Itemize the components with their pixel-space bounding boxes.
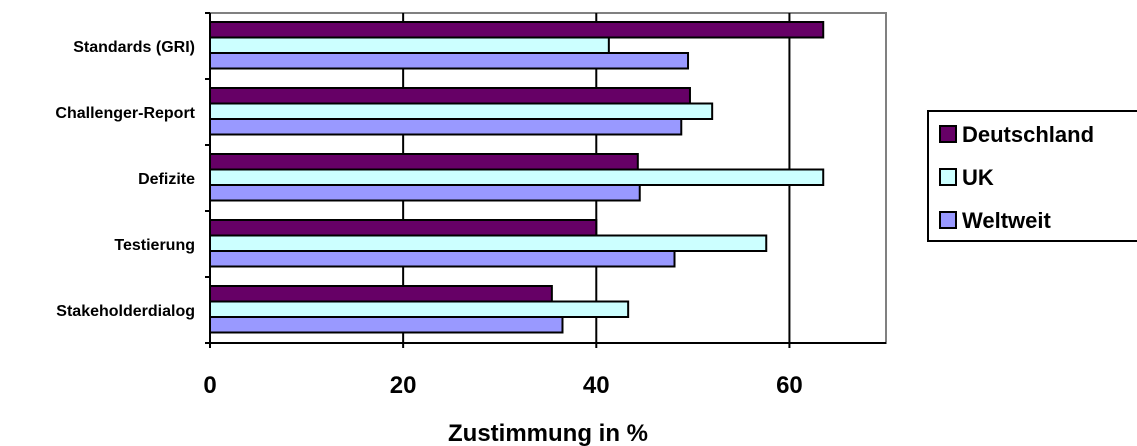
bar-weltweit-2 <box>209 184 641 202</box>
tick-labels: 0 20 40 60 <box>203 372 802 399</box>
bar-deutschland-0 <box>209 21 825 39</box>
bar-deutschland-3 <box>209 219 598 237</box>
category-label-3: Testierung <box>114 237 195 254</box>
legend-swatch-uk <box>939 168 957 186</box>
category-label-4: Stakeholderdialog <box>56 303 195 320</box>
x-axis-title: Zustimmung in % <box>448 420 648 446</box>
legend: Deutschland UK Weltweit <box>927 110 1137 242</box>
bar-weltweit-4 <box>209 316 564 334</box>
x-tick-label-0: 0 <box>203 372 216 399</box>
legend-swatch-weltweit <box>939 211 957 229</box>
category-label-2: Defizite <box>138 171 195 188</box>
bar-uk-0 <box>209 36 610 54</box>
legend-box <box>927 110 1137 242</box>
bars <box>209 21 825 334</box>
axes <box>205 12 886 348</box>
legend-label-weltweit: Weltweit <box>962 208 1052 233</box>
x-tick-label-1: 20 <box>390 372 417 399</box>
bar-uk-3 <box>209 234 768 252</box>
x-tick-label-2: 40 <box>583 372 610 399</box>
category-labels: Standards (GRI) Challenger-Report Defizite… <box>55 39 195 320</box>
bar-deutschland-2 <box>209 153 639 171</box>
bar-uk-1 <box>209 102 714 120</box>
legend-label-uk: UK <box>962 165 994 190</box>
legend-swatch-deutschland <box>939 125 957 143</box>
bar-weltweit-3 <box>209 250 676 268</box>
bar-uk-2 <box>209 168 825 186</box>
bar-weltweit-0 <box>209 52 690 70</box>
bar-deutschland-1 <box>209 87 691 105</box>
x-tick-label-3: 60 <box>776 372 803 399</box>
bar-weltweit-1 <box>209 118 683 136</box>
bar-uk-4 <box>209 300 630 318</box>
category-label-1: Challenger-Report <box>55 105 195 122</box>
legend-label-deutschland: Deutschland <box>962 122 1094 147</box>
category-label-0: Standards (GRI) <box>73 39 195 56</box>
bar-deutschland-4 <box>209 285 553 303</box>
